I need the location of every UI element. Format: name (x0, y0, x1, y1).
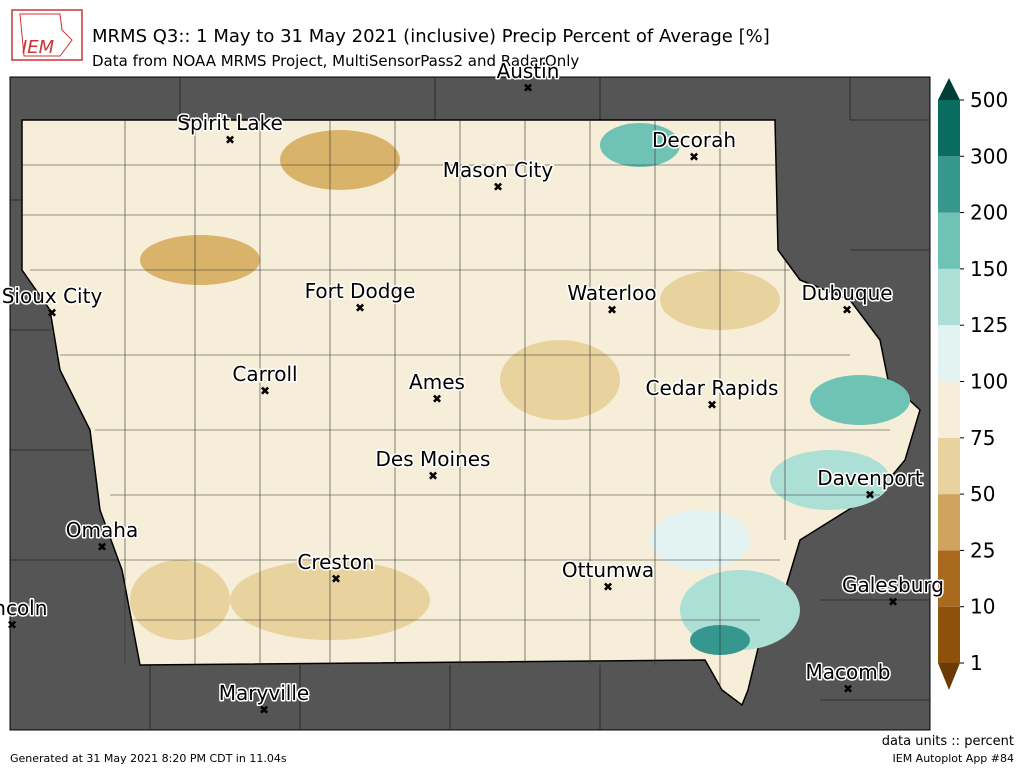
colorbar-segment (938, 494, 960, 551)
colorbar: 1 10 25 50 75 100 125 150 200 300 500 (938, 78, 1008, 690)
city-label: Decorah (652, 128, 736, 152)
subtitle: Data from NOAA MRMS Project, MultiSensor… (92, 52, 579, 70)
city-label: Lincoln (0, 596, 47, 620)
colorbar-segment (938, 100, 960, 157)
city-label: Ottumwa (562, 558, 654, 582)
colorbar-under (938, 663, 960, 690)
colorbar-label: 500 (970, 88, 1008, 112)
colorbar-label: 50 (970, 482, 995, 506)
colorbar-segment (938, 325, 960, 382)
city-label: Cedar Rapids (646, 376, 779, 400)
city-marker: ✖ (47, 306, 57, 320)
colorbar-label: 1 (970, 651, 983, 675)
colorbar-segment (938, 212, 960, 269)
city-label: Austin (497, 59, 560, 83)
city-label: Creston (297, 550, 374, 574)
city-marker: ✖ (603, 580, 613, 594)
title: MRMS Q3:: 1 May to 31 May 2021 (inclusiv… (92, 26, 770, 47)
city-marker: ✖ (432, 392, 442, 406)
colorbar-segment (938, 437, 960, 495)
colorbar-label: 300 (970, 144, 1008, 168)
city-label: Davenport (817, 466, 923, 490)
city-marker: ✖ (428, 469, 438, 483)
city-label: Mason City (443, 158, 554, 182)
city-label: Ames (409, 370, 465, 394)
city-marker: ✖ (607, 303, 617, 317)
city-marker: ✖ (689, 150, 699, 164)
city-label: Macomb (806, 660, 891, 684)
colorbar-label: 125 (970, 313, 1008, 337)
app: IEM Autoplot App #84 (893, 752, 1015, 765)
city-label: Waterloo (567, 281, 656, 305)
colorbar-segment (938, 156, 960, 213)
colorbar-over (938, 78, 960, 100)
logo-shape (19, 13, 73, 57)
city-label: Dubuque (801, 281, 892, 305)
city-label: Galesburg (842, 573, 944, 597)
city-label: Des Moines (376, 447, 491, 471)
city-label: Omaha (66, 518, 138, 542)
colorbar-label: 150 (970, 257, 1008, 281)
outer-counties (10, 77, 930, 730)
generated: Generated at 31 May 2021 8:20 PM CDT in … (10, 752, 287, 765)
city-marker: ✖ (97, 540, 107, 554)
city-marker: ✖ (842, 303, 852, 317)
city-marker: ✖ (865, 488, 875, 502)
city-label: Carroll (232, 362, 297, 386)
units: data units :: percent (882, 734, 1014, 749)
colorbar-label: 25 (970, 538, 995, 562)
colorbar-segment (938, 268, 960, 326)
city-marker: ✖ (259, 703, 269, 717)
logo-text: IEM (22, 37, 55, 58)
city-marker: ✖ (707, 398, 717, 412)
city-label: Maryville (219, 681, 309, 705)
city-marker: ✖ (7, 618, 17, 632)
city-label: Sioux City (2, 284, 103, 308)
city-marker: ✖ (888, 595, 898, 609)
city-marker: ✖ (523, 81, 533, 95)
city-label: Fort Dodge (305, 279, 416, 303)
colorbar-segment (938, 381, 960, 438)
city-marker: ✖ (493, 180, 503, 194)
colorbar-label: 100 (970, 370, 1008, 394)
city-marker: ✖ (225, 133, 235, 147)
city-marker: ✖ (331, 572, 341, 586)
colorbar-segment (938, 606, 960, 663)
colorbar-label: 75 (970, 426, 995, 450)
city-marker: ✖ (260, 384, 270, 398)
city-label: Spirit Lake (177, 111, 283, 135)
county-lines (22, 120, 890, 690)
colorbar-label: 10 (970, 595, 995, 619)
colorbar-label: 200 (970, 201, 1008, 225)
city-marker: ✖ (355, 301, 365, 315)
city-marker: ✖ (843, 682, 853, 696)
colorbar-segment (938, 550, 960, 607)
